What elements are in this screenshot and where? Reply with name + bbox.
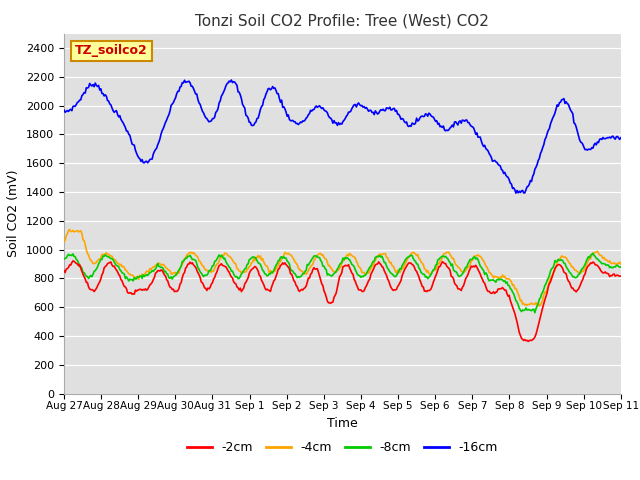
Text: TZ_soilco2: TZ_soilco2 [75,44,148,58]
Y-axis label: Soil CO2 (mV): Soil CO2 (mV) [8,170,20,257]
Title: Tonzi Soil CO2 Profile: Tree (West) CO2: Tonzi Soil CO2 Profile: Tree (West) CO2 [195,13,490,28]
X-axis label: Time: Time [327,417,358,430]
Legend: -2cm, -4cm, -8cm, -16cm: -2cm, -4cm, -8cm, -16cm [182,436,503,459]
